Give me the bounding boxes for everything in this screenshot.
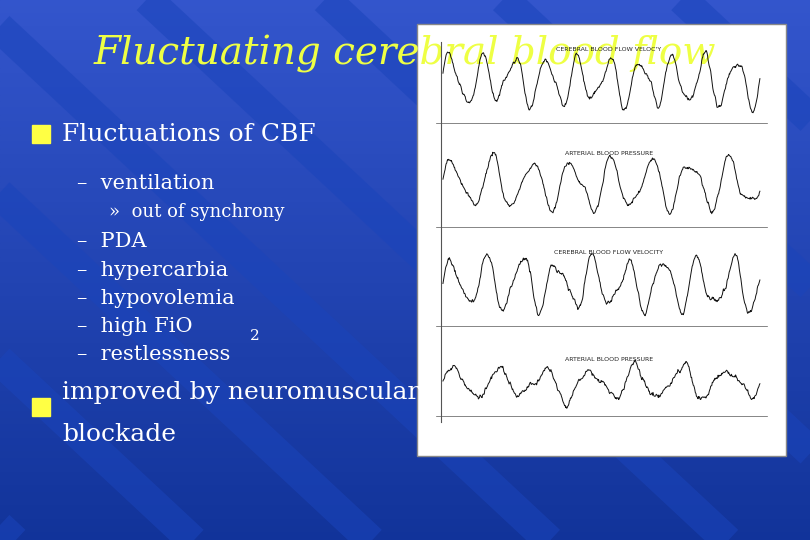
Bar	[0, 459, 810, 465]
Bar	[0, 141, 810, 149]
Bar	[0, 27, 810, 33]
Bar	[0, 115, 810, 122]
Bar	[32, 398, 50, 416]
Bar	[0, 372, 810, 378]
Text: ARTERIAL BLOOD PRESSURE: ARTERIAL BLOOD PRESSURE	[565, 357, 653, 362]
Bar	[0, 426, 810, 432]
Bar	[0, 20, 810, 27]
Bar	[0, 452, 810, 459]
Bar	[0, 14, 810, 20]
Bar	[0, 222, 810, 230]
Bar	[417, 24, 786, 456]
Bar	[0, 432, 810, 438]
Bar	[0, 216, 810, 222]
Text: –  high FiO: – high FiO	[77, 316, 193, 336]
Bar	[32, 125, 50, 143]
Text: –  ventilation: – ventilation	[77, 174, 215, 193]
Text: –  hypercarbia: – hypercarbia	[77, 260, 228, 280]
Bar	[0, 513, 810, 519]
Bar	[0, 465, 810, 472]
Bar	[0, 33, 810, 40]
Bar	[0, 303, 810, 310]
Text: CEREBRAL BLOOD FLOW VELOCITY: CEREBRAL BLOOD FLOW VELOCITY	[554, 251, 663, 255]
Bar	[0, 162, 810, 168]
Bar	[0, 534, 810, 540]
Bar	[0, 102, 810, 108]
Bar	[0, 237, 810, 243]
Bar	[0, 195, 810, 202]
Bar	[0, 418, 810, 426]
Bar	[0, 480, 810, 486]
Bar	[0, 291, 810, 297]
Bar	[0, 47, 810, 54]
Bar	[0, 263, 810, 270]
Bar	[0, 94, 810, 102]
Bar	[0, 519, 810, 526]
Bar	[0, 297, 810, 303]
Bar	[0, 74, 810, 81]
Bar	[0, 330, 810, 338]
Bar	[0, 0, 810, 6]
Bar	[0, 183, 810, 189]
Bar	[0, 526, 810, 534]
Bar	[0, 243, 810, 249]
Text: Fluctuations of CBF: Fluctuations of CBF	[62, 123, 316, 146]
Bar	[0, 6, 810, 14]
Bar	[0, 486, 810, 492]
Bar	[0, 351, 810, 357]
Bar	[0, 108, 810, 115]
Bar	[0, 249, 810, 256]
Bar	[0, 122, 810, 128]
Bar	[0, 87, 810, 94]
Bar	[0, 81, 810, 87]
Bar	[0, 446, 810, 453]
Bar	[0, 256, 810, 263]
Bar	[0, 54, 810, 60]
Bar	[0, 364, 810, 372]
Text: Fluctuating cerebral blood flow: Fluctuating cerebral blood flow	[94, 35, 716, 73]
Bar	[0, 392, 810, 399]
Bar	[0, 324, 810, 330]
Bar	[0, 148, 810, 156]
Text: 2: 2	[249, 329, 259, 343]
Bar	[0, 500, 810, 507]
Bar	[0, 202, 810, 209]
Bar	[0, 40, 810, 47]
Bar	[0, 399, 810, 405]
Text: –  hypovolemia: – hypovolemia	[77, 288, 235, 308]
Bar	[0, 60, 810, 68]
Bar	[0, 405, 810, 411]
Bar	[0, 438, 810, 445]
Text: CEREBRAL BLOOD FLOW VELOC'Y: CEREBRAL BLOOD FLOW VELOC'Y	[556, 48, 662, 52]
Text: ARTERIAL BLOOD PRESSURE: ARTERIAL BLOOD PRESSURE	[565, 151, 653, 156]
Text: blockade: blockade	[62, 423, 177, 446]
Bar	[0, 128, 810, 135]
Bar	[0, 276, 810, 284]
Bar	[0, 135, 810, 141]
Bar	[0, 378, 810, 384]
Bar	[0, 384, 810, 391]
Bar	[0, 317, 810, 324]
Bar	[0, 209, 810, 216]
Bar	[0, 493, 810, 500]
Bar	[0, 168, 810, 176]
Text: improved by neuromuscular: improved by neuromuscular	[62, 381, 420, 404]
Bar	[0, 472, 810, 480]
Bar	[0, 507, 810, 513]
Bar	[0, 284, 810, 291]
Bar	[0, 189, 810, 195]
Bar	[0, 176, 810, 183]
Bar	[0, 338, 810, 345]
Text: –  restlessness: – restlessness	[77, 345, 230, 364]
Bar	[0, 68, 810, 74]
Bar	[0, 345, 810, 351]
Bar	[0, 270, 810, 276]
Bar	[0, 230, 810, 237]
Bar	[0, 358, 810, 365]
Text: »  out of synchrony: » out of synchrony	[109, 203, 285, 221]
Bar	[0, 310, 810, 317]
Bar	[0, 156, 810, 162]
Bar	[0, 411, 810, 418]
Text: –  PDA: – PDA	[77, 232, 147, 252]
